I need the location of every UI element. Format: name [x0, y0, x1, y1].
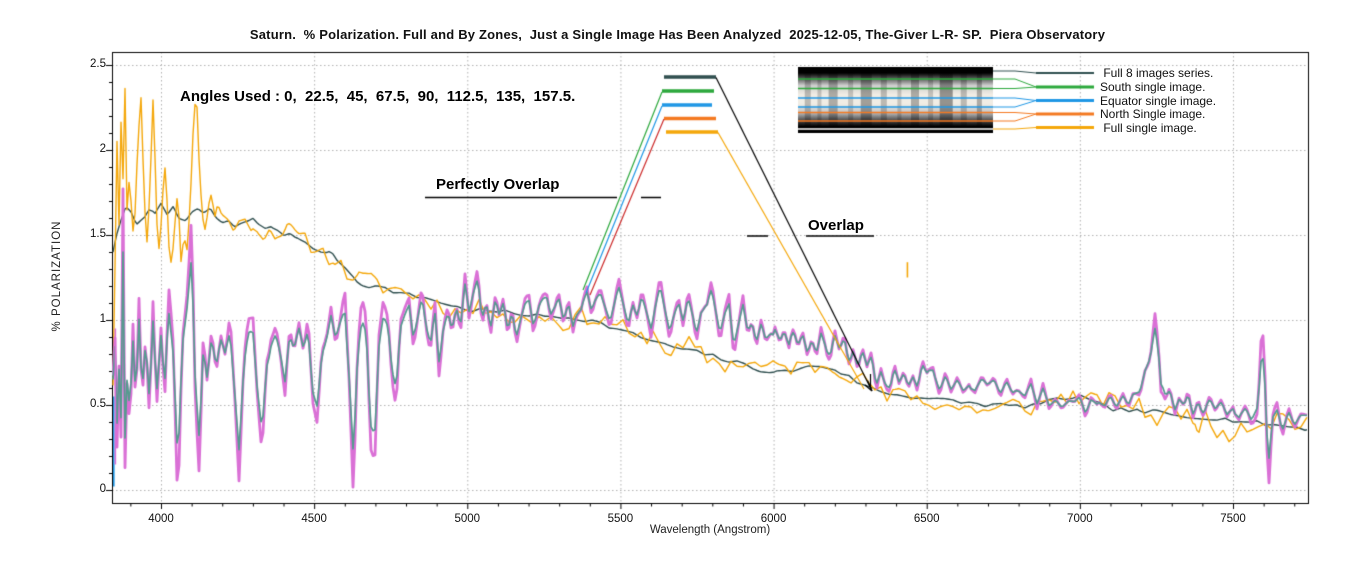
annotation-perfectly-overlap: Perfectly Overlap	[436, 176, 560, 193]
legend-item: South single image.	[1100, 80, 1206, 94]
legend-item: Full single image.	[1100, 120, 1197, 135]
annotation-overlap: Overlap	[808, 217, 864, 234]
spectrum-strip-inset	[798, 67, 993, 133]
y-tick-label: 1	[99, 313, 106, 325]
chart-title: Saturn. % Polarization. Full and By Zone…	[249, 27, 1106, 42]
x-tick-label: 4000	[148, 513, 174, 525]
y-tick-label: 2	[99, 143, 106, 155]
x-tick-label: 6000	[760, 513, 787, 525]
y-tick-label: 2.5	[90, 58, 106, 70]
legend-item: Full 8 images series.	[1100, 66, 1214, 80]
x-tick-label: 5500	[607, 513, 634, 525]
annotation-angles-used: Angles Used : 0, 22.5, 45, 67.5, 90, 112…	[180, 88, 576, 105]
y-tick-label: 0	[99, 483, 106, 495]
y-axis-label: % POLARIZATION	[51, 220, 63, 332]
x-tick-label: 7000	[1067, 513, 1093, 525]
legend-item: Equator single image.	[1100, 93, 1217, 108]
x-tick-label: 7500	[1220, 513, 1246, 525]
y-tick-label: 0.5	[90, 398, 106, 410]
x-axis-label: Wavelength (Angstrom)	[649, 524, 771, 536]
x-tick-label: 6500	[913, 513, 940, 525]
y-tick-label: 1.5	[90, 228, 106, 240]
x-tick-label: 4500	[301, 513, 327, 525]
legend-item: North Single image.	[1100, 107, 1206, 121]
x-tick-label: 5000	[454, 513, 481, 525]
